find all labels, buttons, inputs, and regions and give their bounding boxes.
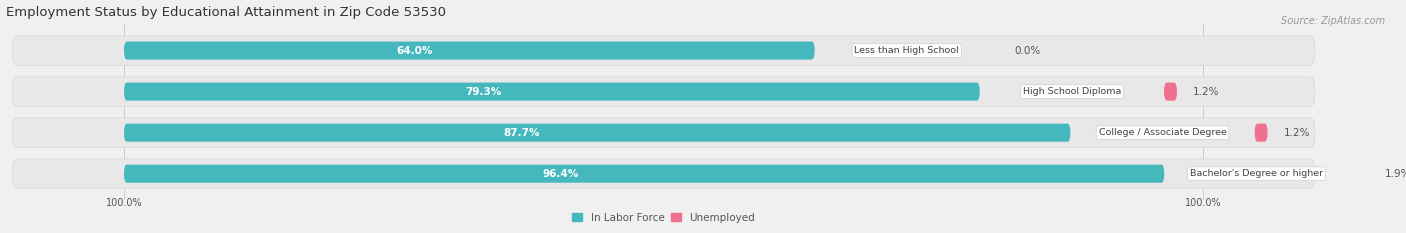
Text: 87.7%: 87.7% [503, 128, 540, 138]
FancyBboxPatch shape [13, 77, 1315, 106]
FancyBboxPatch shape [124, 41, 814, 60]
Text: 100.0%: 100.0% [1185, 198, 1222, 208]
Text: High School Diploma: High School Diploma [1022, 87, 1121, 96]
Text: 100.0%: 100.0% [105, 198, 142, 208]
Legend: In Labor Force, Unemployed: In Labor Force, Unemployed [568, 209, 759, 227]
FancyBboxPatch shape [124, 124, 1070, 142]
Text: 0.0%: 0.0% [1015, 46, 1040, 55]
Text: 64.0%: 64.0% [396, 46, 432, 55]
FancyBboxPatch shape [124, 165, 1164, 183]
FancyBboxPatch shape [13, 159, 1315, 188]
Text: Employment Status by Educational Attainment in Zip Code 53530: Employment Status by Educational Attainm… [6, 6, 446, 19]
FancyBboxPatch shape [13, 36, 1315, 65]
Text: 96.4%: 96.4% [543, 169, 579, 179]
Text: 1.2%: 1.2% [1192, 87, 1219, 97]
Text: Source: ZipAtlas.com: Source: ZipAtlas.com [1281, 16, 1385, 26]
FancyBboxPatch shape [1254, 124, 1268, 142]
Text: 79.3%: 79.3% [465, 87, 502, 97]
Text: College / Associate Degree: College / Associate Degree [1098, 128, 1226, 137]
Text: Bachelor's Degree or higher: Bachelor's Degree or higher [1189, 169, 1323, 178]
FancyBboxPatch shape [124, 82, 980, 101]
Text: 1.2%: 1.2% [1284, 128, 1310, 138]
FancyBboxPatch shape [1164, 82, 1177, 101]
Text: Less than High School: Less than High School [855, 46, 959, 55]
FancyBboxPatch shape [13, 118, 1315, 147]
FancyBboxPatch shape [1348, 165, 1369, 183]
Text: 1.9%: 1.9% [1385, 169, 1406, 179]
